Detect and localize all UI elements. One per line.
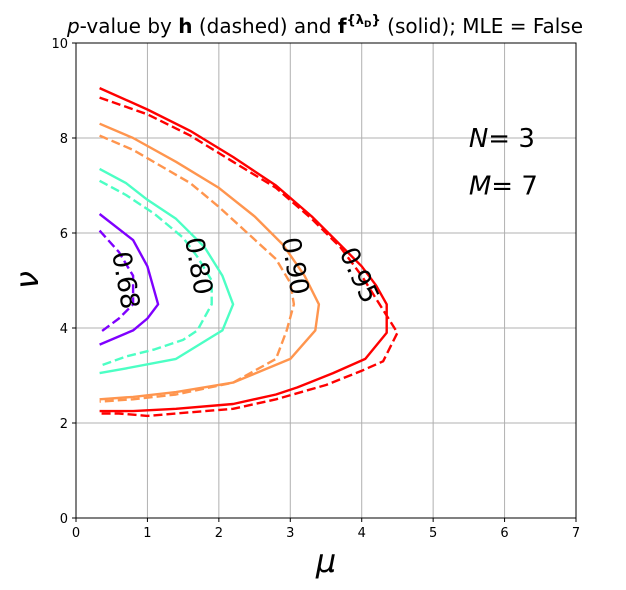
y-tick-label: 6 xyxy=(60,227,68,242)
plot-frame xyxy=(75,42,577,519)
x-tick-label: 6 xyxy=(500,526,508,541)
contour-line-095-dashed xyxy=(99,96,399,418)
contour-line-095-solid xyxy=(99,87,388,413)
chart-title: p-value by h (dashed) and f{λD} (solid);… xyxy=(66,13,583,38)
contour-line-090-solid xyxy=(99,122,321,401)
x-tick-label: 2 xyxy=(215,526,223,541)
x-tick-label: 3 xyxy=(286,526,294,541)
contour-line-068-solid xyxy=(98,213,160,346)
contour-lines xyxy=(98,87,399,418)
contour-line-090-dashed xyxy=(99,134,296,403)
y-tick-label: 10 xyxy=(51,37,68,52)
y-tick-label: 2 xyxy=(60,417,68,432)
contour-line-068-dashed xyxy=(98,229,135,334)
annotations: N= 3 M= 7 xyxy=(469,124,538,202)
annotation-m: M= 7 xyxy=(469,172,538,202)
y-tick-label: 0 xyxy=(60,512,68,527)
x-tick-label: 5 xyxy=(429,526,437,541)
x-tick-label: 4 xyxy=(358,526,366,541)
axis-ticks: 0 1 2 3 4 5 6 7 0 2 4 6 8 10 xyxy=(51,37,580,541)
y-tick-label: 4 xyxy=(60,322,68,337)
annotation-n: N= 3 xyxy=(469,124,535,154)
contour-line-080-dashed xyxy=(99,179,213,368)
y-axis-label: ν xyxy=(8,271,46,289)
contour-line-080-solid xyxy=(99,167,235,375)
x-tick-label: 0 xyxy=(72,526,80,541)
y-tick-label: 8 xyxy=(60,132,68,147)
x-tick-label: 1 xyxy=(143,526,151,541)
x-tick-label: 7 xyxy=(572,526,580,541)
x-axis-label: μ xyxy=(315,542,336,580)
